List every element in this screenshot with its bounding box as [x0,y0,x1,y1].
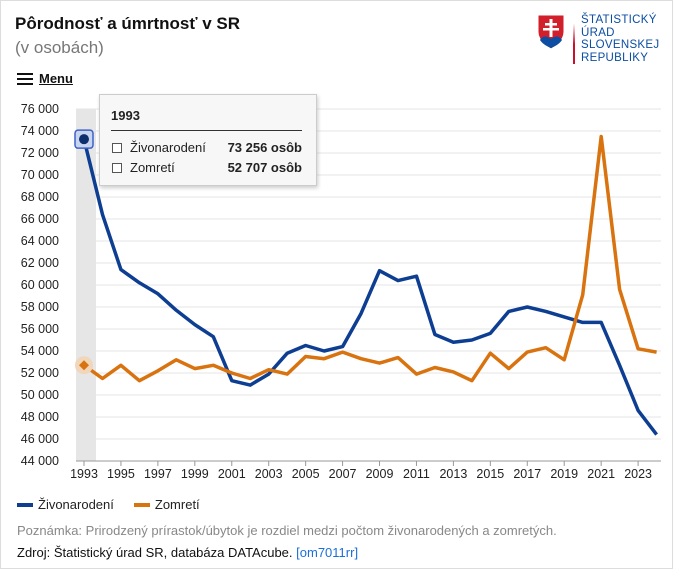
checkbox-icon [112,142,122,153]
y-tick-label: 60 000 [21,278,59,292]
x-tick-label: 2021 [587,467,615,481]
coat-of-arms-icon [537,14,565,50]
y-tick-label: 58 000 [21,300,59,314]
x-tick-label: 2005 [292,467,320,481]
x-tick-label: 1995 [107,467,135,481]
chart-subtitle: (v osobách) [15,38,104,57]
legend-item-births[interactable]: Živonarodení [17,497,114,512]
y-tick-label: 74 000 [21,124,59,138]
x-tick-label: 1993 [70,467,98,481]
tooltip-row-deaths: Zomretí 52 707 osôb [112,160,302,175]
tooltip-value: 52 707 osôb [227,160,302,175]
y-tick-label: 76 000 [21,102,59,116]
y-tick-label: 72 000 [21,146,59,160]
checkbox-icon [112,162,122,173]
logo-line: SLOVENSKEJ [581,39,660,51]
tooltip-label: Zomretí [130,160,175,175]
y-tick-label: 56 000 [21,322,59,336]
x-tick-label: 2003 [255,467,283,481]
line-chart[interactable]: 44 000 46 000 48 000 50 000 52 000 54 000 56 0… [1,1,673,491]
legend: Živonarodení Zomretí [17,497,200,512]
legend-label: Živonarodení [38,497,114,512]
chart-source: Zdroj: Štatistický úrad SR, databáza DAT… [17,545,358,560]
tooltip-row-births: Živonarodení 73 256 osôb [112,140,302,155]
hamburger-icon [17,72,33,85]
series-line-births [82,138,658,436]
menu-button[interactable]: Menu [17,71,73,86]
legend-swatch [133,502,150,507]
logo-line: ÚRAD [581,26,615,39]
logo-line: REPUBLIKY [581,51,649,64]
y-tick-label: 64 000 [21,234,59,248]
legend-item-deaths[interactable]: Zomretí [133,497,200,512]
y-tick-label: 46 000 [21,432,59,446]
x-tick-label: 2001 [218,467,246,481]
tooltip-label: Živonarodení [130,140,206,155]
x-tick-label: 2015 [476,467,504,481]
data-point-deaths-1993 [79,360,89,371]
tooltip: 1993 Živonarodení 73 256 osôb Zomretí 52… [99,94,317,186]
tooltip-value: 73 256 osôb [227,140,302,155]
series-line-deaths [82,134,657,383]
y-tick-label: 66 000 [21,212,59,226]
menu-label: Menu [39,71,73,86]
x-tick-label: 2007 [329,467,357,481]
y-tick-label: 44 000 [21,454,59,468]
tooltip-divider [111,130,302,131]
y-tick-label: 54 000 [21,344,59,358]
tooltip-year: 1993 [111,108,140,123]
x-tick-label: 1997 [144,467,172,481]
x-tick-label: 2013 [439,467,467,481]
x-tick-label: 2019 [550,467,578,481]
source-link[interactable]: [om7011rr] [296,545,359,560]
chart-note: Poznámka: Prirodzený prírastok/úbytok je… [17,523,557,538]
y-tick-label: 70 000 [21,168,59,182]
x-tick-label: 2011 [403,467,430,481]
data-point-births-1993 [79,134,89,145]
y-tick-label: 48 000 [21,410,59,424]
legend-swatch [17,502,33,507]
chart-title: Pôrodnosť a úmrtnosť v SR [15,14,241,33]
y-tick-label: 62 000 [21,256,59,270]
x-tick-label: 1999 [181,467,209,481]
x-tick-label: 2023 [624,467,652,481]
x-tick-label: 2009 [366,467,394,481]
y-tick-label: 52 000 [21,366,59,380]
susr-logo: ŠTATISTICKÝ ÚRAD SLOVENSKEJ REPUBLIKY [537,14,660,64]
source-text: Zdroj: Štatistický úrad SR, databáza DAT… [17,545,293,560]
logo-line: ŠTATISTICKÝ [581,14,657,26]
y-tick-label: 50 000 [21,388,59,402]
y-tick-label: 68 000 [21,190,59,204]
legend-label: Zomretí [154,497,200,512]
x-tick-label: 2017 [513,467,541,481]
